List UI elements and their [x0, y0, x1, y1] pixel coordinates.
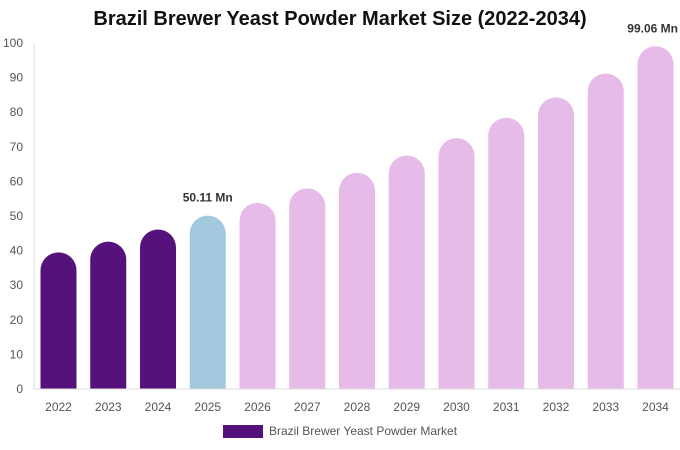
bar-2032 — [538, 97, 574, 390]
y-tick-label: 70 — [10, 140, 24, 154]
x-tick-label: 2030 — [443, 400, 470, 414]
x-tick-label: 2028 — [344, 400, 371, 414]
y-tick-label: 100 — [3, 36, 23, 50]
bar-2028 — [339, 172, 375, 389]
y-tick-label: 10 — [10, 347, 24, 361]
y-tick-label: 50 — [10, 209, 24, 223]
bar-2030 — [438, 138, 475, 389]
y-tick-label: 20 — [10, 313, 24, 327]
bar-2024 — [140, 229, 176, 389]
bar-2031 — [488, 117, 525, 389]
bar-2023 — [90, 241, 127, 389]
bar-2029 — [388, 155, 425, 389]
x-axis: 2022 2023 2024 2025 2026 2027 2028 2029 2030 2031… — [34, 388, 680, 414]
data-labels: 50.11 Mn 99.06 Mn — [183, 21, 678, 204]
legend-label: Brazil Brewer Yeast Powder Market — [268, 424, 458, 438]
x-tick-label: 2031 — [493, 400, 520, 414]
data-label-2034: 99.06 Mn — [627, 21, 678, 35]
x-tick-label: 2025 — [194, 400, 221, 414]
bar-2026 — [239, 202, 276, 389]
x-tick-label: 2034 — [642, 400, 669, 414]
x-tick-label: 2029 — [393, 400, 420, 414]
bar-2022 — [40, 252, 77, 389]
x-tick-label: 2033 — [592, 400, 619, 414]
legend: Brazil Brewer Yeast Powder Market — [0, 424, 680, 438]
bar-2025 — [189, 215, 226, 389]
bar-2034 — [637, 46, 674, 389]
y-tick-label: 80 — [10, 105, 24, 119]
x-tick-label: 2023 — [95, 400, 122, 414]
y-tick-label: 60 — [10, 174, 24, 188]
x-tick-label: 2026 — [244, 400, 271, 414]
y-tick-label: 0 — [16, 382, 23, 396]
x-tick-label: 2024 — [145, 400, 172, 414]
bar-2033 — [587, 73, 624, 389]
y-tick-label: 30 — [10, 278, 24, 292]
y-tick-label: 90 — [10, 71, 24, 85]
bar-2027 — [289, 188, 326, 389]
x-tick-label: 2032 — [543, 400, 570, 414]
legend-swatch — [222, 424, 263, 438]
y-axis: 0 10 20 30 40 50 60 70 80 90 100 — [3, 36, 35, 396]
bars — [40, 46, 674, 390]
data-label-2025: 50.11 Mn — [183, 191, 233, 205]
chart-title: Brazil Brewer Yeast Powder Market Size (… — [93, 8, 587, 30]
x-tick-label: 2022 — [45, 400, 72, 414]
x-tick-label: 2027 — [294, 400, 321, 414]
y-tick-label: 40 — [10, 244, 24, 258]
